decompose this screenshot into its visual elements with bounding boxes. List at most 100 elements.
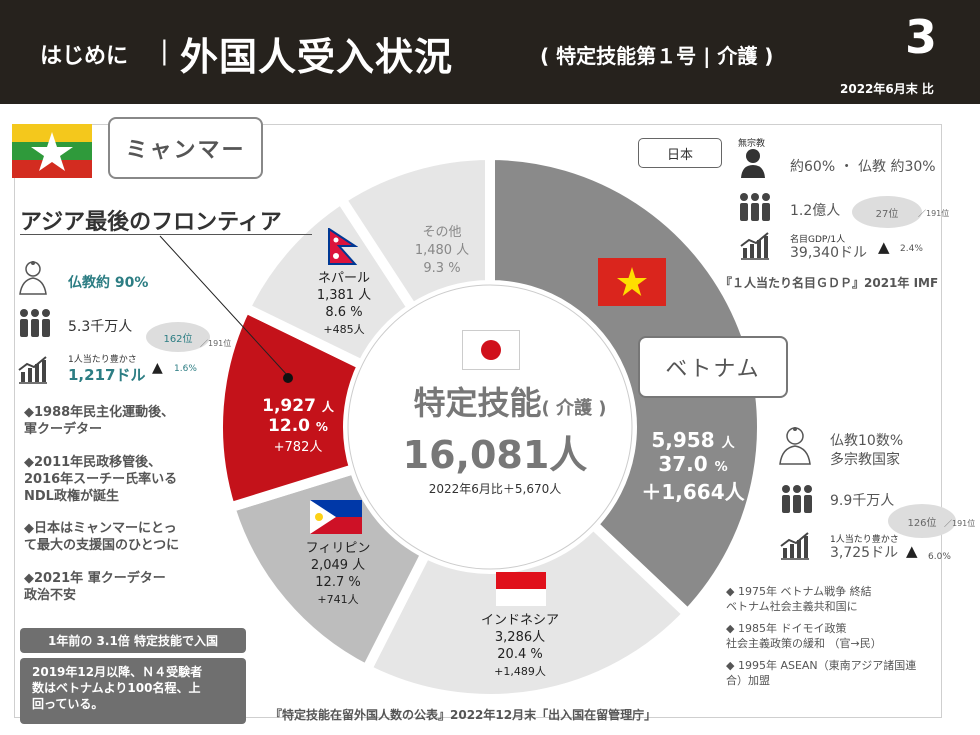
slice-unit: 人 — [321, 400, 334, 414]
buddha-icon — [19, 261, 47, 295]
slice-change: +741人 — [317, 593, 359, 606]
bullet-line: ◆1988年民主化運動後、 — [24, 405, 175, 420]
japan-rank: 27位 — [875, 208, 899, 220]
growth-chart-icon — [18, 356, 47, 384]
slice-change: ＋1,664人 — [641, 480, 745, 504]
growth-chart-icon — [780, 532, 809, 560]
bullet-line: 政治不安 — [24, 588, 77, 603]
japan-gdp-label: 名目GDP/1人 — [790, 235, 846, 245]
japan-source: 『１人当たり名目ＧＤＰ』2021年 IMF — [720, 276, 939, 290]
history-line: 社会主義政策の緩和 （官→民） — [726, 637, 882, 650]
myanmar-religion: 仏教約 90% — [68, 275, 149, 291]
slice-value: 2,049 人 — [310, 558, 366, 573]
slice-pct: 37.0 — [658, 452, 708, 476]
frontier-underline — [20, 234, 312, 235]
page-title: 外国人受入状況 — [180, 35, 454, 79]
vietnam-label-box: ベトナム — [638, 336, 788, 398]
slice-value: 1,381 人 — [316, 288, 372, 303]
myanmar-gdp-value: 1,217ドル — [68, 366, 146, 384]
header-date: 2022年6月末 比 — [840, 82, 934, 96]
myanmar-bullet-3: ◆日本はミャンマーにとっ て最大の支援国のひとつに — [24, 520, 179, 554]
person-icon — [741, 149, 765, 178]
page-number: 3 — [905, 10, 938, 64]
slice-pct-unit: % — [714, 460, 728, 475]
myanmar-bullet-4: ◆2021年 軍クーデター 政治不安 — [24, 570, 166, 604]
slice-value: 5,958 — [651, 428, 715, 452]
japan-flag-icon — [462, 330, 520, 370]
center-title: 特定技能( 介護 ) — [380, 378, 640, 424]
nepal-flag-icon — [328, 228, 358, 265]
slice-pct-unit: % — [315, 420, 328, 434]
center-title-suffix: ( 介護 ) — [541, 398, 607, 419]
indonesia-slice-label: インドネシア 3,286人 20.4 % +1,489人 — [460, 612, 580, 680]
myanmar-population: 5.3千万人 — [68, 319, 133, 335]
header-intro: はじめに — [40, 44, 129, 69]
arrow-up-icon: ▲ — [878, 238, 890, 256]
note-line: 2019年12月以降、Ｎ４受験者 — [32, 665, 203, 679]
slice-change: +782人 — [273, 440, 323, 455]
myanmar-rank-total: ／191位 — [200, 339, 232, 348]
slice-name: フィリピン — [305, 541, 371, 556]
vietnam-history: ◆ 1975年 ベトナム戦争 終結 ベトナム社会主義共和国に ◆ 1985年 ド… — [726, 584, 916, 688]
vietnam-growth: 6.0% — [928, 552, 951, 562]
slice-name: その他 — [422, 225, 462, 240]
japan-population: 1.2億人 — [790, 203, 841, 219]
note-line: 数はベトナムより100名程、上 — [32, 681, 201, 695]
bullet-line: ◆2021年 軍クーデター — [24, 571, 166, 586]
header-divider: | — [160, 36, 169, 66]
buddha-icon — [779, 427, 811, 465]
history-line: ◆ 1985年 ドイモイ政策 — [726, 622, 847, 635]
source-note: 『特定技能在留外国人数の公表』2022年12月末「出入国在留管理庁」 — [270, 708, 657, 722]
donut-chart — [213, 149, 767, 704]
content-frame — [14, 124, 942, 718]
bullet-line: ◆日本はミャンマーにとっ — [24, 521, 177, 536]
vietnam-religion-line: 仏教10数% — [830, 433, 904, 449]
slice-pct: 12.0 — [268, 416, 310, 436]
vietnam-rank: 126位 — [907, 517, 937, 529]
population-icon — [20, 309, 50, 337]
myanmar-rank-badge: 162位 — [146, 322, 210, 352]
vietnam-slice-label: 5,958 人 37.0 % ＋1,664人 — [628, 428, 758, 505]
myanmar-label-box: ミャンマー — [108, 117, 263, 179]
indonesia-flag-icon — [496, 572, 546, 606]
bullet-line: 軍クーデター — [24, 422, 103, 437]
slice-pct: 8.6 % — [325, 305, 363, 320]
japan-religion-head: 無宗教 — [738, 139, 766, 149]
myanmar-gdp-label: 1人当たり豊かさ — [68, 355, 137, 365]
myanmar-note-1: 1年前の 3.1倍 特定技能で入国 — [20, 628, 246, 653]
vietnam-religion-line: 多宗教国家 — [830, 452, 900, 468]
bullet-line: NDL政権が誕生 — [24, 489, 119, 504]
slice-change: +1,489人 — [494, 665, 546, 678]
japan-religion: 約60% ・ 仏教 約30% — [790, 159, 936, 175]
vietnam-gdp-value: 3,725ドル — [830, 545, 899, 561]
myanmar-slice-label: 1,927 人 12.0 % +782人 — [238, 396, 358, 455]
note-line: 回っている。 — [32, 697, 104, 711]
vietnam-flag-icon — [598, 258, 666, 306]
slice-name: インドネシア — [480, 613, 559, 628]
bullet-line: 2016年スーチー氏率いる — [24, 472, 178, 487]
vietnam-gdp-label: 1人当たり豊かさ — [830, 535, 899, 545]
other-slice-label: その他 1,480 人 9.3 % — [392, 224, 492, 278]
center-change: 2022年6月比＋5,670人 — [428, 482, 562, 496]
myanmar-note-2: 2019年12月以降、Ｎ４受験者 数はベトナムより100名程、上 回っている。 — [20, 658, 246, 724]
japan-label-box: 日本 — [638, 138, 722, 168]
center-total: 16,081人 — [402, 433, 588, 477]
slice-value: 1,480 人 — [414, 243, 470, 258]
vietnam-religion: 仏教10数% 多宗教国家 — [830, 432, 903, 470]
slice-value: 3,286人 — [494, 630, 546, 645]
slice-pct: 9.3 % — [423, 261, 461, 276]
myanmar-rank: 162位 — [163, 333, 193, 345]
myanmar-bullet-2: ◆2011年民政移管後、 2016年スーチー氏率いる NDL政権が誕生 — [24, 454, 177, 505]
population-icon — [782, 485, 812, 513]
header-bar: はじめに | 外国人受入状況 ( 特定技能第１号 | 介護 ) 3 2022年6… — [0, 0, 980, 104]
donut-hole — [347, 284, 633, 570]
history-line: ベトナム社会主義共和国に — [726, 600, 858, 613]
bullet-line: ◆2011年民政移管後、 — [24, 455, 162, 470]
slice-unit: 人 — [721, 436, 735, 451]
population-icon — [740, 193, 770, 221]
frontier-heading: アジア最後のフロンティア — [20, 210, 282, 235]
myanmar-flag-icon — [12, 124, 92, 178]
philippines-flag-icon — [310, 500, 362, 534]
frontier-pointer-line — [159, 235, 293, 383]
slice-name: ネパール — [317, 271, 370, 286]
